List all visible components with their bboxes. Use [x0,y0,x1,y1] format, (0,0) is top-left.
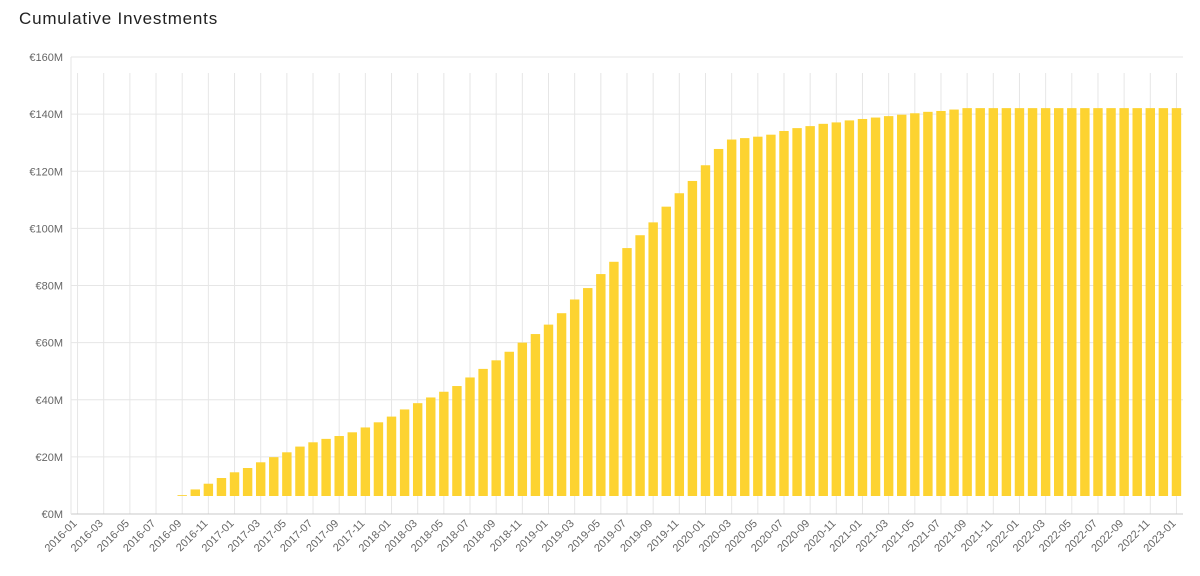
bar-2018-06 [452,386,462,496]
y-tick-label: €140M [29,109,63,121]
bar-2020-08 [792,128,802,497]
bar-2023-01 [1171,108,1182,496]
bar-layer [177,108,1182,497]
bar-2018-01 [386,416,397,496]
bar-2019-04 [583,288,593,496]
bar-2018-10 [504,351,514,496]
bar-2020-07 [779,130,789,496]
bar-2021-10 [975,108,985,496]
bar-2022-01 [1014,108,1025,496]
bar-2019-09 [648,222,658,496]
bar-2021-04 [897,114,907,497]
bar-2020-01 [700,165,711,496]
bar-2017-01 [229,472,240,496]
bar-2017-04 [269,457,279,496]
bar-2021-06 [923,111,933,496]
bar-2017-02 [242,468,253,496]
y-tick-label: €40M [35,395,63,407]
chart-title: Cumulative Investments [19,9,219,28]
bar-2022-05 [1067,108,1077,496]
bar-2016-11 [203,483,214,496]
bar-2020-12 [844,120,855,496]
bar-2020-02 [713,148,724,496]
bar-2019-07 [622,248,632,496]
y-tick-label: €100M [29,223,63,235]
bar-2018-08 [478,368,488,496]
y-tick-label: €0M [42,509,63,521]
bar-2016-10 [190,489,200,496]
bar-2017-07 [308,442,318,496]
bar-2017-09 [334,436,344,496]
bar-2022-03 [1040,108,1051,496]
bar-2021-01 [857,118,868,496]
bar-2019-10 [661,206,671,497]
bar-2019-12 [687,180,698,496]
bar-2018-03 [412,403,423,496]
bar-2021-03 [883,116,894,497]
bar-2016-12 [216,478,227,496]
bar-2022-09 [1119,108,1129,496]
bar-2017-12 [373,422,384,496]
bar-2021-05 [910,113,920,496]
bar-2021-11 [988,108,999,496]
bar-2020-10 [818,123,828,496]
bar-2022-11 [1145,108,1156,496]
bar-2019-03 [569,299,580,496]
bar-2017-11 [360,427,371,496]
bar-2022-06 [1080,108,1090,496]
bar-2019-02 [556,313,567,496]
bar-2022-12 [1158,108,1169,496]
bar-2020-05 [753,136,763,496]
bar-2020-09 [805,126,815,496]
bar-2017-05 [282,452,292,496]
bar-2022-02 [1027,108,1038,496]
bar-2018-05 [439,391,449,496]
bar-2018-11 [517,342,528,496]
bar-2016-09 [177,495,187,496]
bar-2017-08 [321,438,331,496]
bar-2019-11 [674,193,685,497]
bar-2021-12 [1001,108,1012,496]
bar-2020-06 [766,134,776,496]
bar-2019-05 [596,274,606,496]
y-tick-label: €60M [35,338,63,350]
bar-2022-10 [1132,108,1142,496]
x-tick-labels: 2016-012016-032016-052016-072016-092016-… [43,518,1179,555]
y-tick-label: €120M [29,166,63,178]
bar-2018-02 [399,409,410,496]
bar-2022-04 [1054,108,1064,496]
bar-2020-03 [726,139,737,497]
y-tick-label: €160M [29,52,63,64]
bar-2017-03 [255,462,266,496]
bar-2018-09 [491,360,501,496]
bar-2018-12 [530,334,541,496]
bar-2019-08 [635,235,645,497]
bar-2021-08 [949,109,959,496]
bar-2017-10 [347,432,357,496]
y-tick-labels: €0M €20M €40M €60M €80M €100M €120M €140M €160M [29,52,63,521]
y-tick-label: €20M [35,452,63,464]
y-tick-label: €80M [35,281,63,293]
bar-2019-06 [609,261,619,496]
bar-2019-01 [543,324,554,496]
bar-2021-02 [870,117,881,496]
bar-2021-07 [936,110,946,496]
bar-2022-08 [1106,108,1116,496]
bar-2018-04 [426,397,436,496]
bar-2018-07 [465,377,475,496]
bar-2020-04 [740,138,750,496]
bar-2022-07 [1093,108,1103,496]
bar-2021-09 [962,108,972,496]
bar-2020-11 [831,122,842,496]
axis-layer [70,57,1183,515]
bar-2017-06 [295,446,305,496]
